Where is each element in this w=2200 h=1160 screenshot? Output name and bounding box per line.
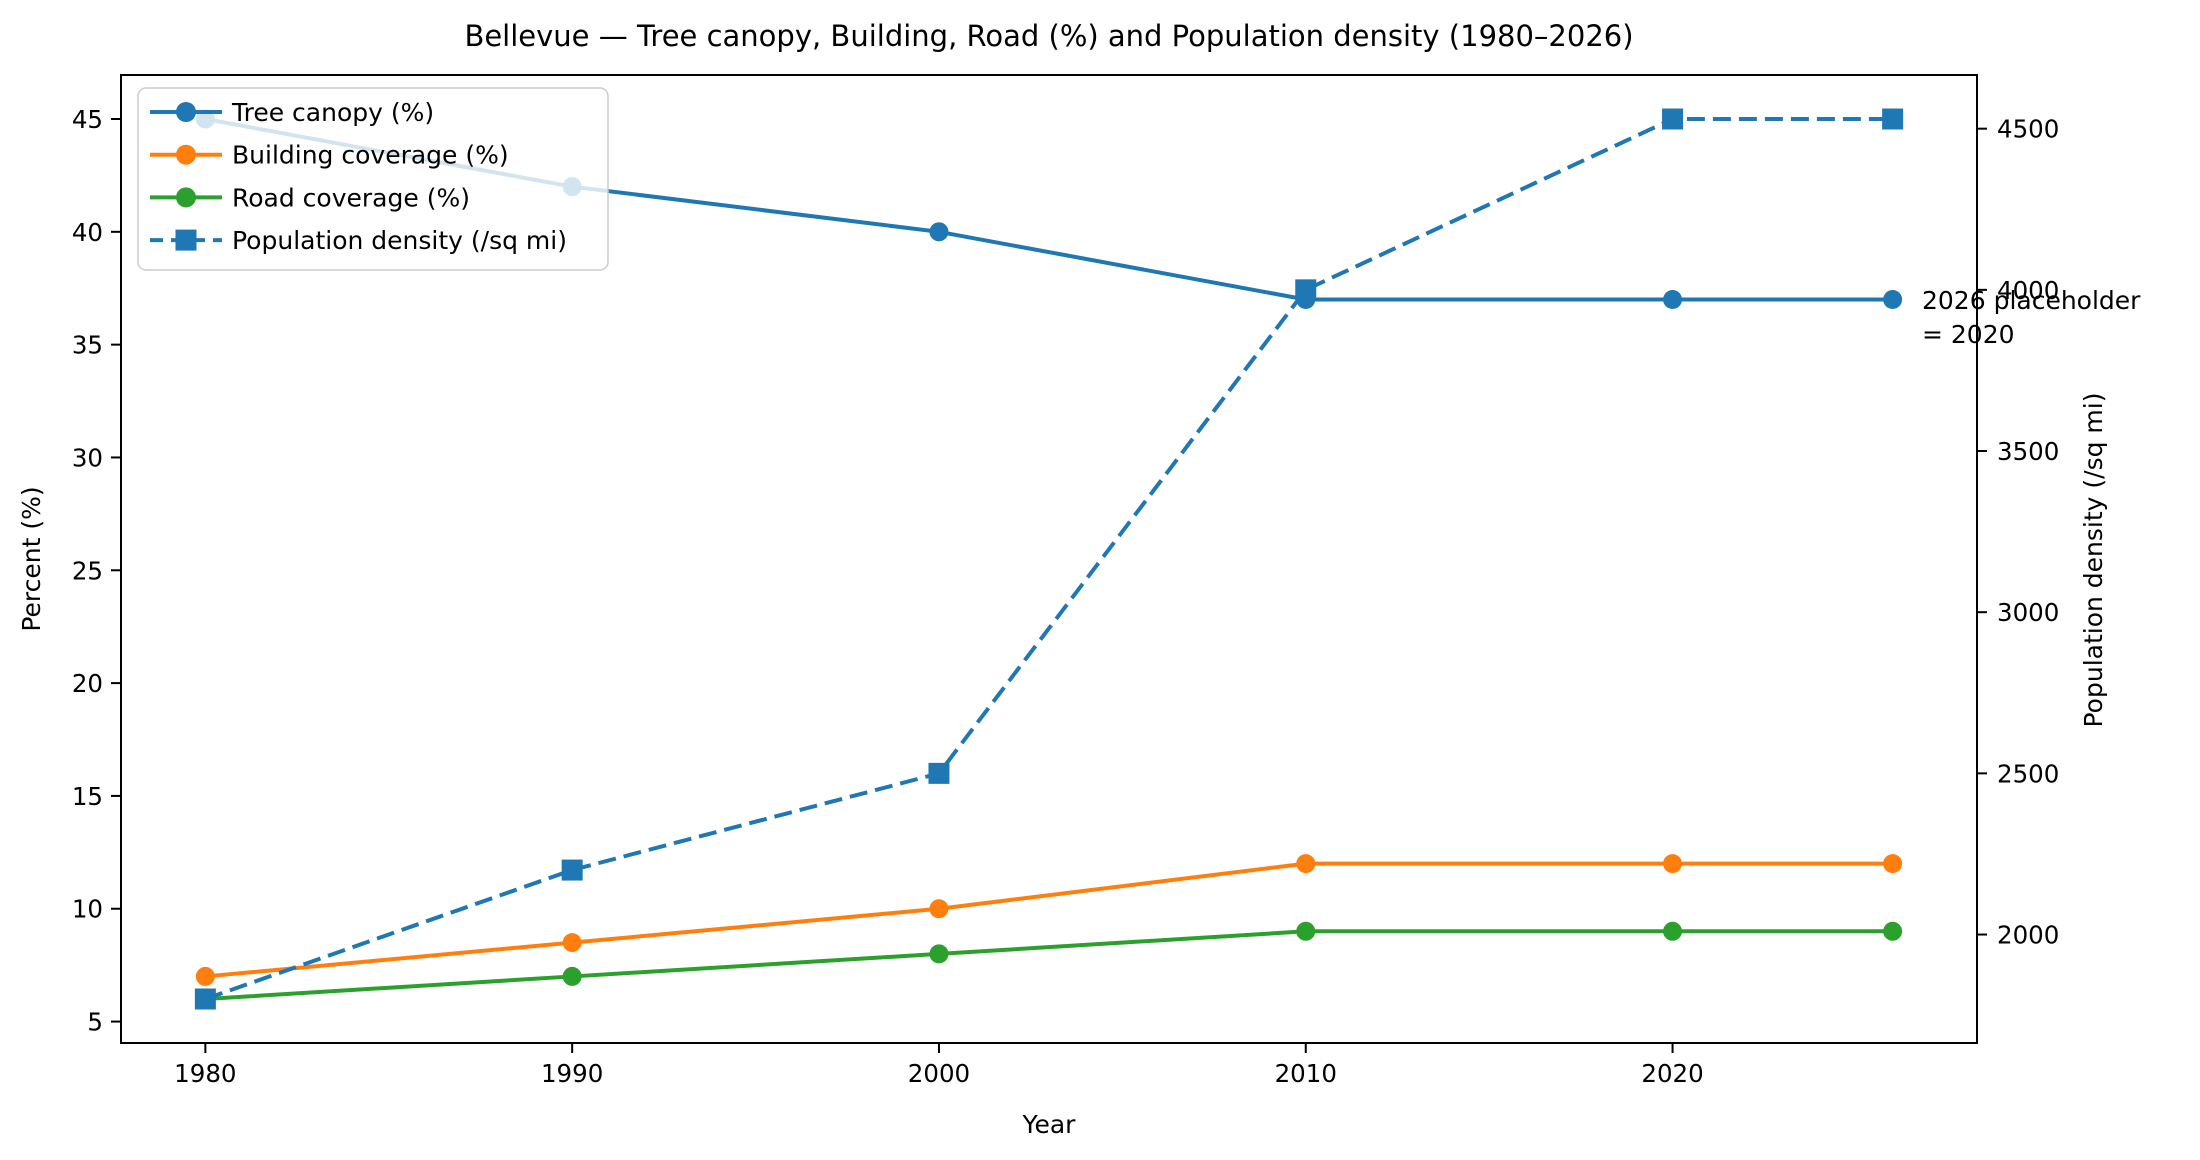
- y-right-tick-label: 2000: [1997, 921, 2059, 950]
- y-left-tick-label: 5: [87, 1008, 103, 1037]
- legend-sample-circle: [176, 102, 196, 122]
- legend-sample-circle: [176, 144, 196, 165]
- x-tick-label: 2010: [1275, 1059, 1337, 1088]
- series-marker-circle: [929, 222, 949, 242]
- series-marker-square: [194, 988, 216, 1010]
- x-tick-label: 1980: [174, 1059, 236, 1088]
- series-marker-circle: [1663, 290, 1683, 310]
- y-left-tick-label: 20: [72, 669, 103, 698]
- series-marker-circle: [562, 966, 582, 986]
- series-marker-circle: [195, 966, 215, 986]
- series-marker-circle: [1883, 921, 1903, 941]
- annotation-line2: = 2020: [1922, 320, 2015, 349]
- y-left-tick-label: 45: [72, 105, 103, 134]
- y-left-tick-label: 35: [72, 331, 103, 360]
- axes-frame: [120, 74, 1978, 1044]
- x-tick-label: 1990: [541, 1059, 603, 1088]
- legend-sample-circle: [176, 187, 196, 208]
- series-marker-circle: [1883, 290, 1903, 310]
- series-line: [205, 861, 1893, 979]
- series-marker-circle: [562, 933, 582, 953]
- y-axis-label-left: Percent (%): [17, 486, 46, 631]
- plot-area: 1980 1990 2000 2010 2020 5 10 15 20 25 30 35 40 45 200…: [72, 74, 2059, 1088]
- legend-label: Tree canopy (%): [231, 98, 434, 127]
- legend-label: Road coverage (%): [232, 183, 470, 212]
- series-line: [204, 117, 1893, 1001]
- series-marker-circle: [929, 899, 949, 919]
- y-left-tick-label: 15: [72, 782, 103, 811]
- legend-sample-square: [175, 229, 197, 251]
- series-line: [205, 929, 1893, 1001]
- series-marker-square: [1295, 279, 1317, 301]
- series-marker-circle: [1296, 921, 1316, 941]
- legend-box: [137, 87, 609, 271]
- y-right-tick-label: 3500: [1997, 437, 2059, 466]
- series-marker-circle: [1296, 854, 1316, 874]
- legend-label: Building coverage (%): [232, 141, 509, 170]
- x-tick-label: 2020: [1641, 1059, 1703, 1088]
- x-axis-label: Year: [1022, 1110, 1077, 1139]
- y-right-tick-label: 4000: [1997, 276, 2059, 305]
- annotation-line1: 2026 placeholder: [1922, 286, 2141, 315]
- y-left-tick-label: 25: [72, 556, 103, 585]
- series-marker-circle: [1883, 854, 1903, 874]
- series-marker-square: [928, 762, 950, 784]
- chart-title: Bellevue — Tree canopy, Building, Road (…: [464, 19, 1633, 53]
- y-right-tick-label: 4500: [1997, 115, 2059, 144]
- y-right-tick-label: 3000: [1997, 598, 2059, 627]
- series-marker-circle: [1663, 921, 1683, 941]
- y-axis-label-right: Population density (/sq mi): [2079, 393, 2108, 728]
- series-marker-square: [561, 859, 583, 881]
- y-right-tick-label: 2500: [1997, 759, 2059, 788]
- series-marker-circle: [929, 944, 949, 964]
- series-marker-circle: [1663, 854, 1683, 874]
- x-tick-label: 2000: [908, 1059, 970, 1088]
- y-left-tick-label: 30: [72, 443, 103, 472]
- y-left-tick-label: 40: [72, 218, 103, 247]
- series-marker-square: [1882, 108, 1904, 130]
- legend-label: Population density (/sq mi): [232, 226, 567, 255]
- y-left-tick-label: 10: [72, 895, 103, 924]
- series-marker-square: [1662, 108, 1684, 130]
